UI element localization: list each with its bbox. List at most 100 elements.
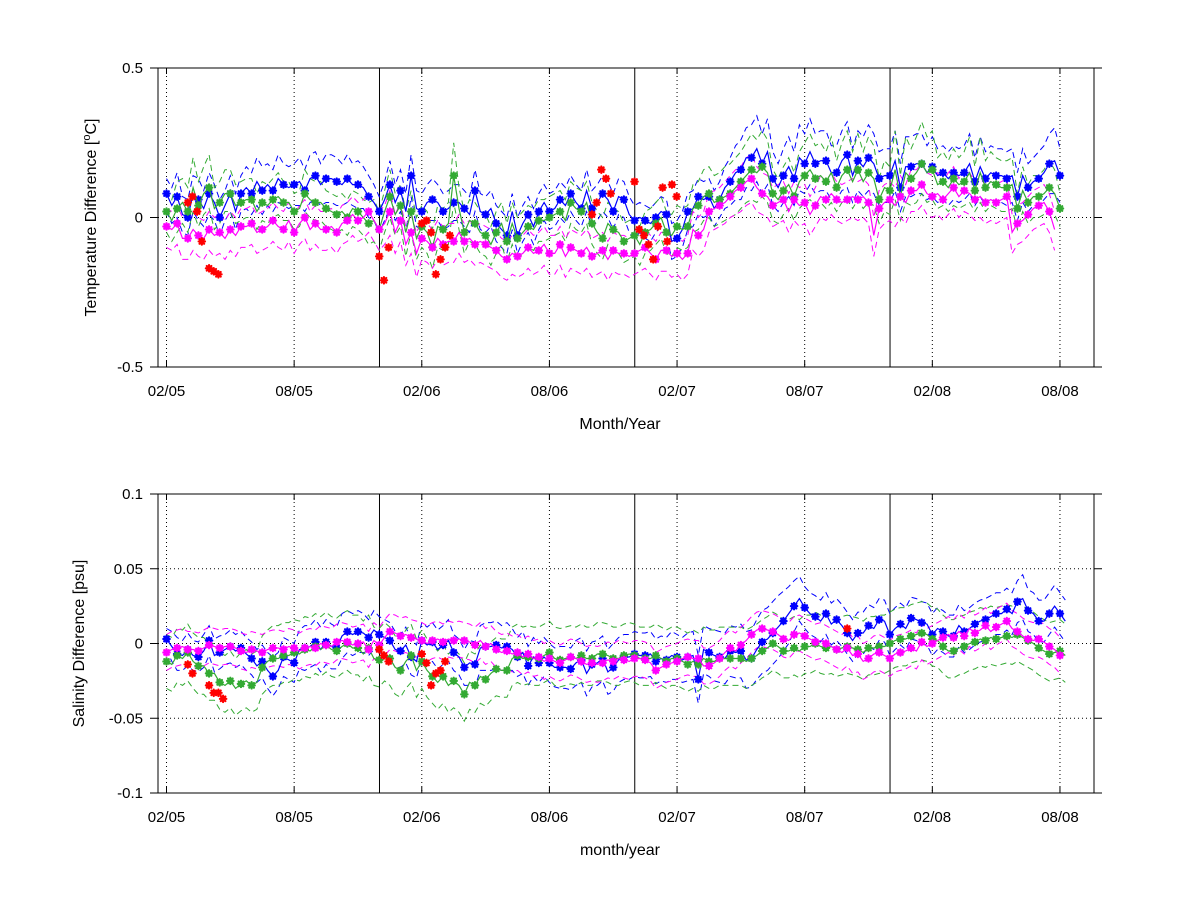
series-point: [1002, 183, 1012, 192]
series-point: [949, 183, 958, 192]
series-point: [321, 640, 331, 650]
series-point: [162, 189, 171, 198]
series-point: [874, 642, 884, 651]
series-point: [598, 654, 607, 663]
series-point: [853, 195, 863, 204]
series-point: [566, 243, 575, 252]
series-point: [694, 201, 703, 210]
series-point: [1002, 616, 1012, 626]
series-point: [694, 675, 703, 684]
red-point: [192, 207, 202, 216]
series-point: [343, 174, 352, 183]
series-point: [279, 645, 288, 654]
series-point: [949, 633, 958, 642]
series-point: [470, 660, 480, 669]
red-point: [440, 657, 450, 666]
series-point: [725, 177, 735, 186]
series-point: [874, 204, 884, 213]
red-point: [384, 657, 393, 666]
series-point: [545, 249, 554, 258]
x-tick-label: 02/08: [914, 383, 952, 400]
series-point: [704, 661, 714, 671]
series-point: [460, 690, 469, 699]
series-point: [736, 640, 746, 650]
series-point: [385, 180, 395, 189]
series-point: [959, 627, 969, 636]
x-tick-label: 08/08: [1041, 809, 1079, 826]
series-point: [523, 222, 533, 231]
series-point: [768, 189, 778, 198]
series-point: [353, 627, 363, 636]
series-point: [651, 651, 661, 660]
red-point: [214, 688, 223, 698]
series-point: [428, 243, 437, 252]
series-point: [736, 646, 746, 656]
series-point: [577, 657, 586, 666]
series-point: [534, 246, 544, 255]
red-point: [183, 660, 193, 669]
series-point: [757, 162, 767, 171]
series-point: [417, 207, 427, 216]
series-point: [555, 663, 565, 672]
series-point: [194, 231, 203, 240]
series-point: [406, 651, 416, 660]
series-point: [257, 663, 267, 672]
series-point: [332, 210, 341, 219]
red-point: [379, 275, 389, 285]
red-point: [204, 681, 214, 690]
series-point: [598, 246, 607, 255]
series-point: [523, 649, 533, 659]
series-point: [226, 189, 235, 198]
series-point: [204, 669, 214, 678]
series-point: [289, 228, 299, 237]
series-point: [832, 183, 841, 192]
red-point: [214, 270, 223, 279]
series-point: [374, 630, 384, 639]
series-point: [832, 615, 841, 624]
red-point: [662, 237, 672, 246]
series-point: [1013, 204, 1022, 213]
series-point: [491, 640, 501, 650]
series-point: [757, 624, 767, 633]
series-point: [651, 657, 661, 666]
series-point: [247, 195, 256, 204]
series-point: [406, 207, 416, 216]
y-tick-label: -0.1: [117, 785, 143, 802]
series-point: [704, 657, 714, 666]
series-point: [991, 180, 1001, 189]
series-point: [545, 658, 554, 668]
series-point: [938, 627, 948, 636]
series-point: [864, 153, 873, 162]
series-point: [800, 159, 809, 168]
series-point: [683, 222, 692, 231]
series-point: [981, 615, 990, 624]
series-point: [928, 165, 937, 174]
series-point: [523, 210, 533, 219]
series-point: [842, 150, 852, 160]
series-point: [779, 616, 788, 626]
series-point: [1045, 207, 1054, 216]
series-point: [1013, 597, 1022, 606]
series-point: [257, 198, 267, 207]
y-tick-label: 0: [135, 636, 143, 653]
series-point: [694, 654, 703, 663]
y-tick-label: 0.5: [122, 60, 143, 77]
series-point: [194, 646, 203, 656]
series-point: [981, 198, 990, 207]
series-point: [396, 631, 405, 641]
y-tick-label: 0.1: [122, 486, 143, 503]
series-point: [1055, 204, 1065, 213]
series-point: [460, 237, 469, 246]
series-point: [1023, 198, 1033, 207]
series-point: [396, 186, 405, 195]
series-point: [566, 652, 575, 662]
series-point: [885, 639, 895, 648]
series-point: [1023, 210, 1033, 219]
series-point: [1045, 642, 1054, 651]
series-point: [991, 609, 1001, 618]
series-point: [1034, 174, 1043, 183]
envelope-line: [166, 601, 1066, 664]
series-point: [247, 645, 256, 654]
series-point: [162, 207, 171, 216]
series-point: [640, 228, 650, 237]
